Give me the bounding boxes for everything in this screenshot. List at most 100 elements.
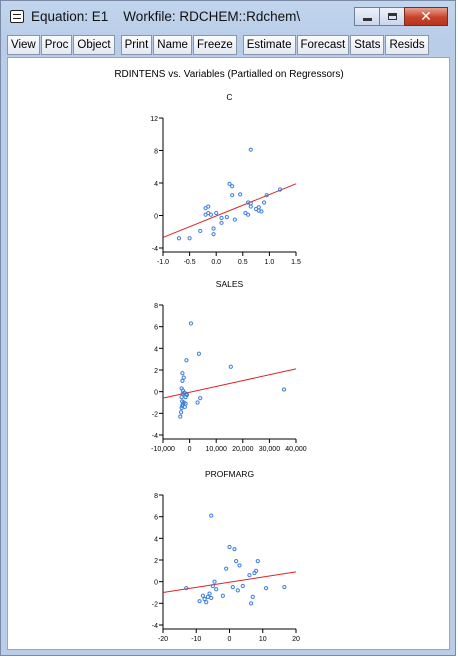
partial-regression-graphs: RDINTENS vs. Variables (Partialled on Re… [114,69,343,643]
data-point [198,396,203,401]
toolbar: View Proc Object Print Name Freeze Estim… [7,35,429,55]
window-menu-icon[interactable] [10,10,24,23]
data-point [255,558,260,564]
y-tick-label: 8 [154,149,158,156]
data-point [282,584,287,590]
data-point [248,201,253,206]
data-point [259,209,264,214]
data-point [248,147,253,152]
data-point [205,594,210,599]
x-tick-label: 40,000 [285,446,307,453]
panel-title: SALES [216,279,244,289]
x-tick-label: 0.0 [211,259,221,266]
data-point [227,544,232,550]
figure-title: RDINTENS vs. Variables (Partialled on Re… [114,69,343,80]
view-button[interactable]: View [7,35,40,55]
data-point [184,358,189,363]
data-point [214,587,219,592]
data-point [235,588,240,593]
data-point [230,184,235,189]
data-point [200,593,205,598]
data-point [178,410,184,415]
maximize-button[interactable] [379,7,405,26]
resids-button[interactable]: Resids [385,35,429,55]
data-point [209,513,214,518]
y-tick-label: -2 [152,411,158,418]
y-tick-label: 6 [154,325,158,332]
y-tick-label: 4 [154,346,158,353]
data-point [180,378,185,383]
stats-button[interactable]: Stats [350,35,385,55]
data-point [281,387,287,392]
estimate-button[interactable]: Estimate [242,35,296,55]
data-point [224,566,229,571]
proc-button[interactable]: Proc [40,35,73,55]
y-tick-label: 4 [154,181,158,188]
window-title: Equation: E1 Workfile: RDCHEM::Rdchem\ [31,9,301,24]
close-button[interactable]: ✕ [404,7,448,26]
y-tick-label: -2 [152,601,158,608]
data-point [179,394,184,400]
data-point [184,586,189,591]
data-point [196,351,202,356]
fit-line [162,183,297,238]
data-point [256,205,261,210]
data-point [183,401,188,406]
data-point [195,400,200,405]
print-button[interactable]: Print [120,35,153,55]
data-point [237,563,242,568]
data-point [208,212,213,217]
data-point [249,601,254,606]
y-tick-label: 6 [154,515,158,522]
data-point [212,579,217,584]
data-point [263,586,269,591]
object-button[interactable]: Object [73,35,115,55]
y-tick-label: -4 [152,433,158,440]
data-point [181,375,186,380]
data-point [214,210,219,216]
data-point [183,394,188,400]
data-point [207,591,212,596]
data-point [254,568,259,573]
data-point [227,181,232,186]
freeze-button[interactable]: Freeze [192,35,237,55]
data-point [240,583,245,589]
data-point [198,228,203,234]
x-tick-label: 20,000 [232,446,254,453]
data-point [224,215,229,220]
x-tick-label: -0.5 [184,259,196,266]
forecast-button[interactable]: Forecast [296,35,350,55]
data-point [219,220,224,225]
data-point [188,321,194,326]
title-bar[interactable]: Equation: E1 Workfile: RDCHEM::Rdchem\ ✕ [1,1,455,33]
data-point [232,217,237,222]
window-controls: ✕ [354,7,448,26]
y-tick-label: 8 [154,493,158,500]
x-tick-label: -10 [191,636,201,643]
x-tick-label: 1.0 [265,259,275,266]
y-tick-label: -4 [152,246,158,253]
panel-title: PROFMARG [205,469,254,479]
x-tick-label: 0 [188,446,192,453]
x-tick-label: -20 [158,636,168,643]
data-point [209,595,214,601]
data-point [277,187,283,192]
minimize-button[interactable] [354,7,380,26]
x-tick-label: 10 [259,636,267,643]
data-point [246,212,251,217]
y-tick-label: 8 [154,303,158,310]
x-tick-label: -1.0 [157,259,169,266]
data-point [228,364,233,369]
y-tick-label: 0 [154,214,158,221]
data-point [238,192,243,197]
data-point [219,215,224,221]
data-point [176,236,182,241]
y-tick-label: -4 [152,623,158,630]
y-tick-label: 0 [154,390,158,397]
y-tick-label: 2 [154,558,158,565]
name-button[interactable]: Name [153,35,192,55]
data-point [206,204,211,209]
x-tick-label: 30,000 [259,446,281,453]
y-tick-label: 0 [154,580,158,587]
